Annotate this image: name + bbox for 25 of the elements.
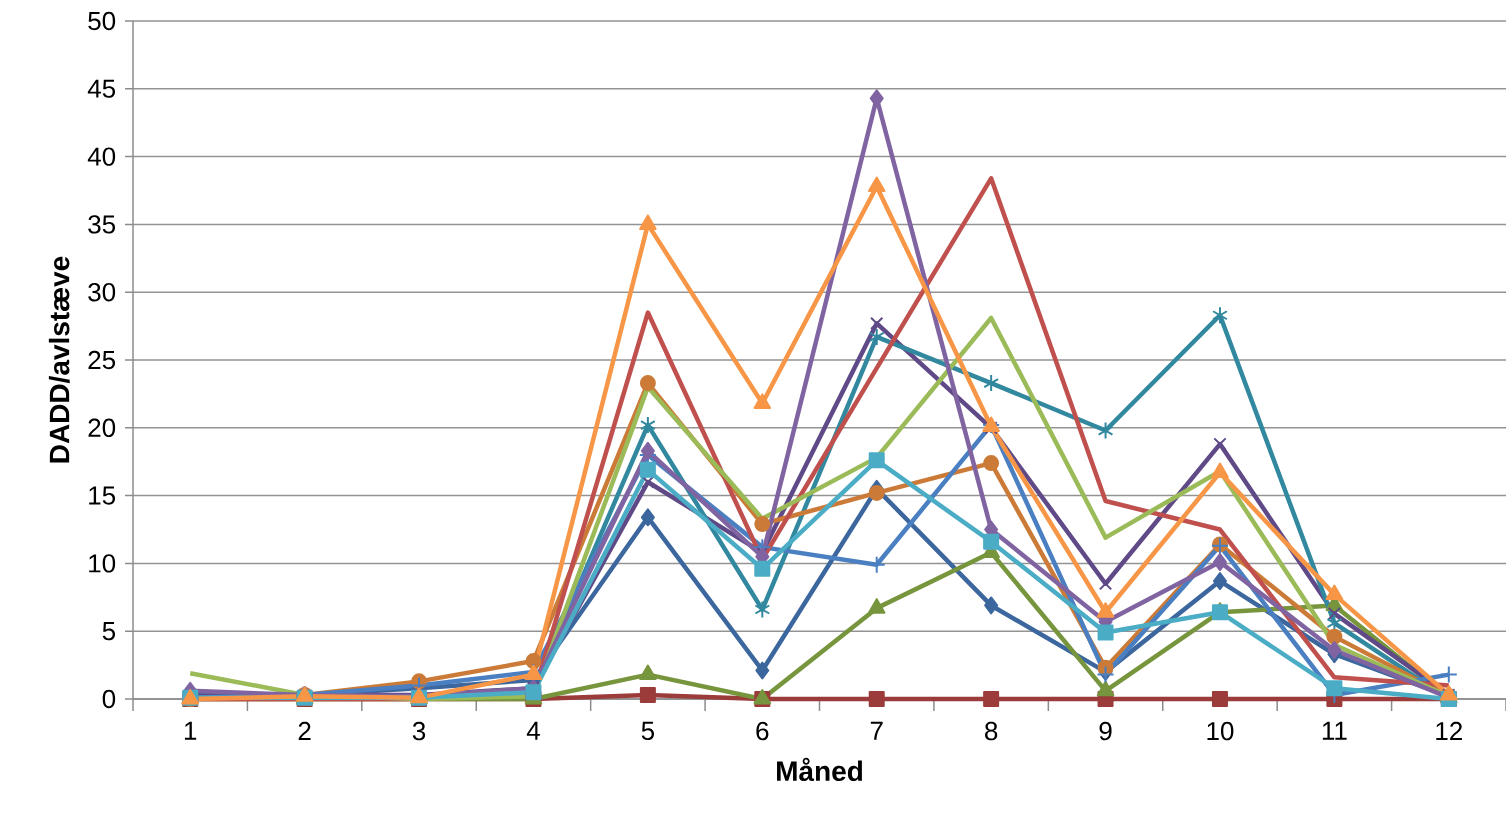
y-tick-label: 20: [88, 418, 116, 437]
y-tick-label: 30: [88, 282, 116, 302]
x-tick-label: 1: [184, 721, 197, 740]
y-tick-label: 10: [89, 554, 116, 573]
x-axis-title: Måned: [777, 757, 862, 782]
x-tick-label: 5: [641, 721, 655, 741]
y-tick-label: 45: [87, 79, 116, 98]
y-axis-title: DADD/avlstæve: [48, 256, 70, 463]
x-tick-label: 12: [1436, 721, 1462, 741]
y-tick-label: 15: [89, 486, 116, 505]
y-tick-label: 25: [88, 350, 116, 370]
y-tick-label: 50: [88, 11, 116, 31]
x-tick-label: 7: [870, 721, 883, 740]
y-tick-label: 0: [102, 689, 116, 709]
x-tick-label: 3: [412, 721, 426, 741]
y-tick-label: 40: [87, 147, 116, 166]
x-tick-label: 4: [526, 721, 540, 740]
x-tick-label: 9: [1099, 721, 1112, 741]
y-tick-label: 35: [88, 215, 116, 234]
x-tick-label: 2: [298, 721, 311, 741]
x-tick-label: 11: [1322, 721, 1347, 740]
y-tick-label: 5: [102, 622, 116, 641]
x-tick-label: 10: [1207, 721, 1234, 741]
x-tick-label: 6: [756, 721, 769, 741]
x-tick-label: 8: [985, 721, 998, 741]
